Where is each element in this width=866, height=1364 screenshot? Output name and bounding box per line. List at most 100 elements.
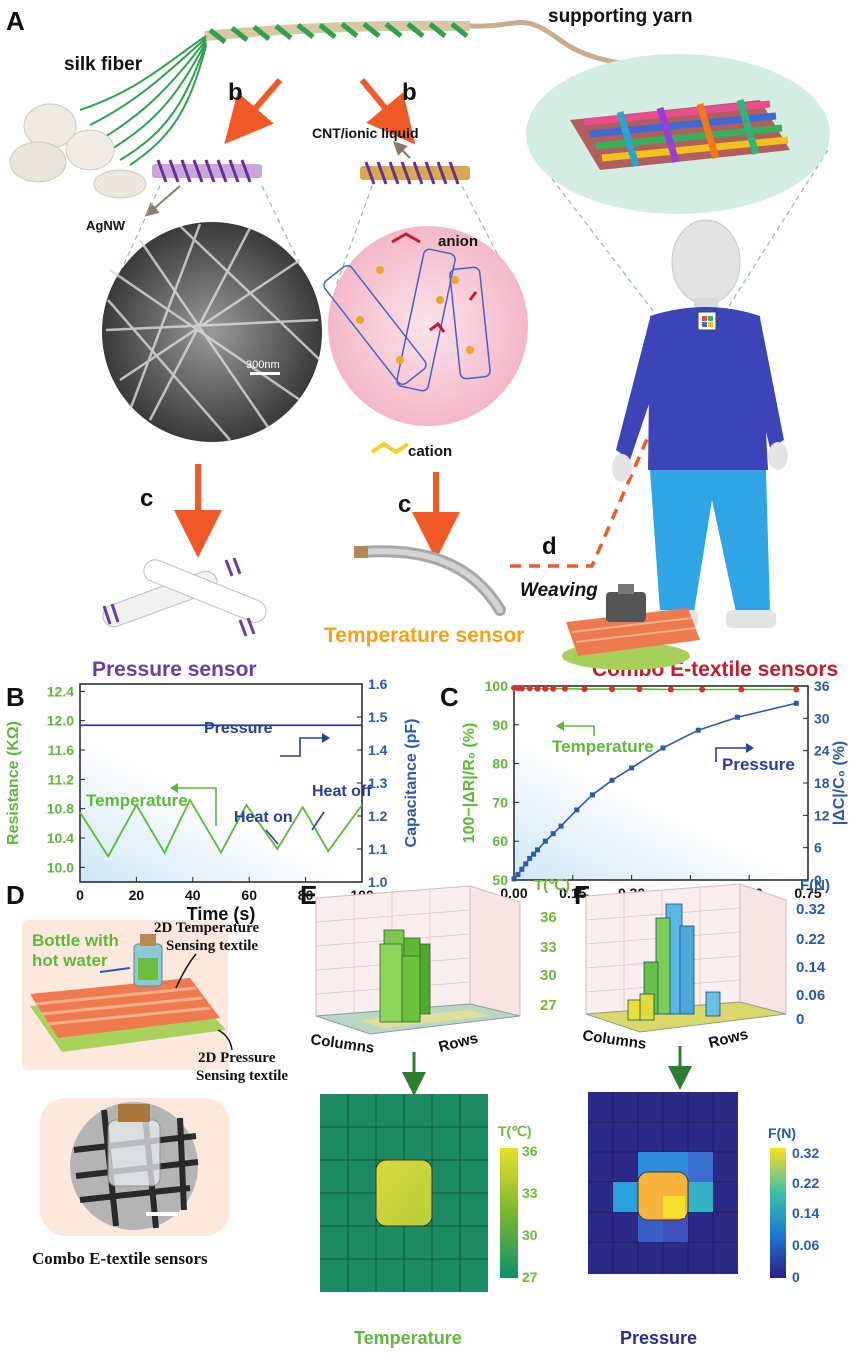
chart-b-annotation-temperature: Temperature [86, 791, 188, 810]
chart-c-series-pressure-point [589, 792, 595, 798]
temperature-3d-tick-33: 33 [540, 939, 557, 956]
step-c-label-right: c [398, 491, 411, 518]
chart-b-temperature-arrow [178, 787, 217, 826]
agnw-coated-yarn [152, 159, 262, 183]
pressure-colorbar-unit: F(N) [768, 1125, 796, 1141]
cnt-coated-yarn [360, 161, 470, 185]
panel-a-letter: A [6, 6, 25, 36]
chart-b-xtick-label: 40 [185, 887, 201, 903]
woven-textile-zoom [526, 54, 830, 214]
chart-c-series-pressure-point [660, 745, 666, 751]
pressure-rows-label: Rows [707, 1026, 750, 1052]
pressure-textile-label-line2: Sensing textile [196, 1068, 288, 1084]
chart-c-ytick-left-label: 100 [485, 678, 509, 694]
chart-b-ytick-left-label: 11.6 [48, 742, 75, 758]
pressure-colorbar-tick-0: 0 [792, 1269, 800, 1285]
temperature-colorbar-tick-33: 33 [522, 1185, 538, 1201]
chart-c-series-temperature-point [609, 686, 615, 693]
chart-b-annotation-heat-off: Heat off [312, 783, 372, 800]
chart-c-ytick-left-label: 60 [492, 833, 508, 849]
step-b-arrow-left [224, 78, 283, 145]
panel-e-letter: E [300, 880, 317, 910]
temp-textile-label-line1: 2D Temperature [154, 920, 259, 936]
chart-c-series-temperature-point [526, 685, 533, 692]
chart-b-annotation-heat-on: Heat on [234, 809, 293, 826]
chart-c-series-pressure-point [511, 876, 517, 882]
silk-cocoons-illustration [9, 103, 147, 199]
chart-b-xtick-label: 20 [129, 887, 145, 903]
agnw-sem-image: 300nm [102, 222, 322, 442]
chart-b-ytick-left-label: 12.4 [47, 683, 74, 699]
chart-c-series-temperature-point [636, 686, 643, 693]
chart-b-annotation-pressure: Pressure [204, 720, 273, 737]
temperature-colorbar-tick-30: 30 [522, 1227, 538, 1243]
chart-c-series-pressure-point [531, 851, 537, 857]
chart-c-plot-area [514, 686, 808, 880]
step-d-label: d [542, 533, 557, 560]
panel-e: E T(℃) 36 33 30 27 Columns [300, 877, 570, 1348]
chart-c-series-pressure-point [629, 765, 635, 771]
chart-b-ytick-right-label: 1.4 [368, 742, 388, 758]
pressure-sensor-caption: Pressure sensor [92, 658, 257, 681]
pressure-colorbar-tick-0.22: 0.22 [792, 1175, 819, 1191]
chart-b-ytick-right-label: 1.0 [368, 874, 388, 890]
panel-d: D Bottle with hot water 2D Temperature S… [6, 880, 288, 1268]
chart-c-ytick-right-label: 18 [814, 775, 830, 791]
chart-c-xtick-label: 0.00 [500, 885, 527, 901]
chart-b-plot-area [80, 684, 362, 882]
temperature-colorbar-tick-27: 27 [522, 1269, 538, 1285]
chart-c-ytick-left-label: 50 [492, 872, 508, 888]
pressure-3d-unit: F(N) [800, 877, 830, 894]
chart-c-series-temperature-point [667, 686, 674, 693]
chart-c-series-temperature-point [534, 685, 541, 692]
temperature-sensor-caption: Temperature sensor [324, 624, 524, 647]
chart-c-series-pressure-point [527, 855, 533, 861]
cation-label: cation [408, 443, 452, 460]
temperature-3d-unit: T(℃) [534, 877, 570, 894]
chart-b-ytick-right-label: 1.2 [368, 808, 388, 824]
pressure-3d-tick-0.32: 0.32 [796, 901, 825, 918]
cnt-ionic-liquid-label: CNT/ionic liquid [312, 125, 419, 141]
pressure-3d-tick-0.06: 0.06 [796, 987, 825, 1004]
chart-c-ytick-right-label: 12 [814, 807, 830, 823]
pressure-3d-tick-0.22: 0.22 [796, 931, 825, 948]
pressure-colorbar-tick-0.32: 0.32 [792, 1145, 819, 1161]
pressure-3d-tick-0.14: 0.14 [796, 959, 826, 976]
chart-c-series-pressure-point [734, 714, 740, 720]
chart-c-ytick-right-label: 36 [814, 678, 830, 694]
chart-c-series-temperature-point [518, 685, 525, 692]
panel-a: A silk fiber supporting yarn b b [6, 6, 838, 681]
temperature-rows-label: Rows [437, 1030, 480, 1056]
chart-b-xtick-label: 0 [76, 887, 84, 903]
chart-c-ytick-right-label: 6 [814, 840, 822, 856]
panel-c-letter: C [440, 682, 459, 712]
anion-label: anion [438, 233, 478, 250]
pressure-heatmap-caption: Pressure [620, 1328, 697, 1348]
temperature-colorbar-unit: T(℃) [498, 1123, 532, 1139]
chart-b-ytick-left-label: 10.4 [47, 830, 74, 846]
chart-c-series-pressure-point [542, 838, 548, 844]
step-b-label-right: b [402, 79, 417, 106]
pressure-sensor-illustration [102, 557, 267, 637]
chart-b-ytick-right-label: 1.3 [368, 775, 388, 791]
chart-b-heat-on-arrow [265, 829, 279, 845]
pressure-3d-bar-plot [585, 883, 787, 1033]
panel-b: B 02040608010010.010.410.811.211.612.012… [5, 676, 420, 924]
chart-c-ylabel-right: |ΔC|/C₀ (%) [831, 741, 848, 826]
weaving-path [510, 327, 698, 568]
temperature-3d-tick-27: 27 [540, 997, 557, 1014]
temperature-heatmap-caption: Temperature [354, 1328, 462, 1348]
panel-b-letter: B [6, 682, 25, 712]
stacked-textile-illustration [30, 934, 226, 1052]
chart-b-ytick-right-label: 1.6 [368, 676, 388, 692]
cnt-ionic-liquid-diagram [323, 226, 528, 455]
chart-c-ytick-left-label: 70 [492, 794, 508, 810]
chart-c-series-pressure-point [695, 727, 701, 733]
silk-fiber-label: silk fiber [64, 54, 143, 75]
step-b-arrow-right [359, 78, 416, 145]
chart-c-xtick-label: 0.15 [559, 885, 586, 901]
panel-c: C 0.000.150.300.450.600.7550607080901000… [440, 584, 848, 922]
temp-textile-label-line2: Sensing textile [166, 938, 258, 954]
agnw-label: AgNW [86, 218, 126, 233]
chart-c-series-pressure-point [793, 700, 799, 706]
